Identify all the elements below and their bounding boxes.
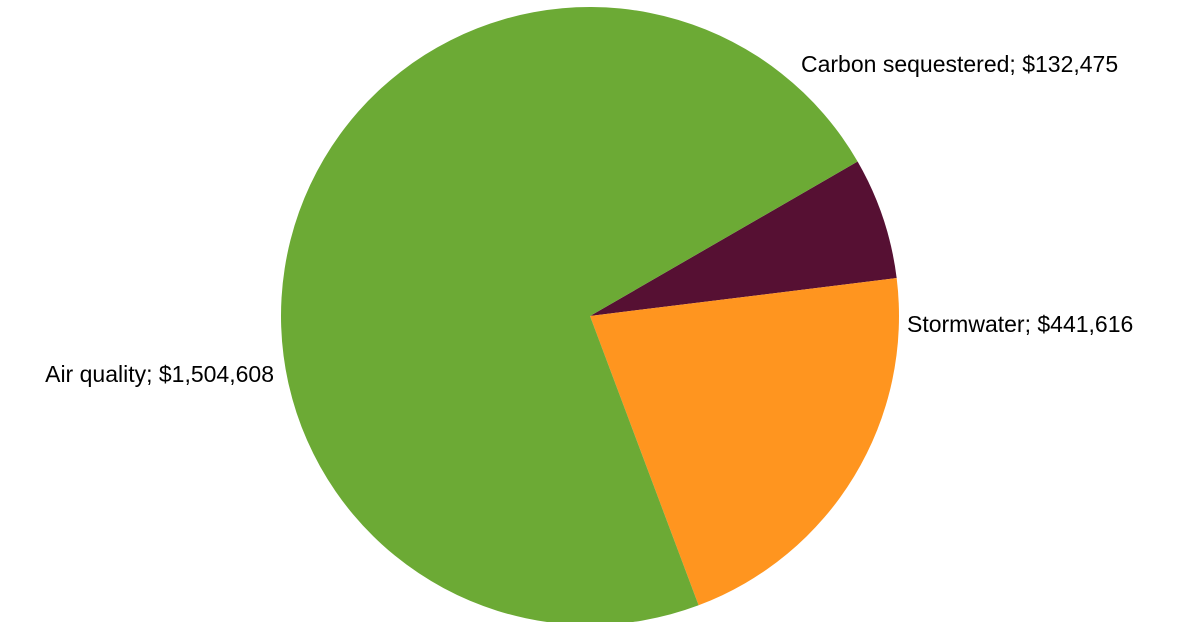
- pie-slice-carbon-sequestered: [590, 161, 897, 316]
- data-label-stormwater: Stormwater; $441,616: [907, 311, 1133, 337]
- data-label-carbon-sequestered: Carbon sequestered; $132,475: [801, 51, 1118, 77]
- pie-slice-air-quality: [281, 7, 858, 622]
- data-label-air-quality: Air quality; $1,504,608: [45, 361, 274, 387]
- pie-slice-stormwater: [590, 278, 900, 606]
